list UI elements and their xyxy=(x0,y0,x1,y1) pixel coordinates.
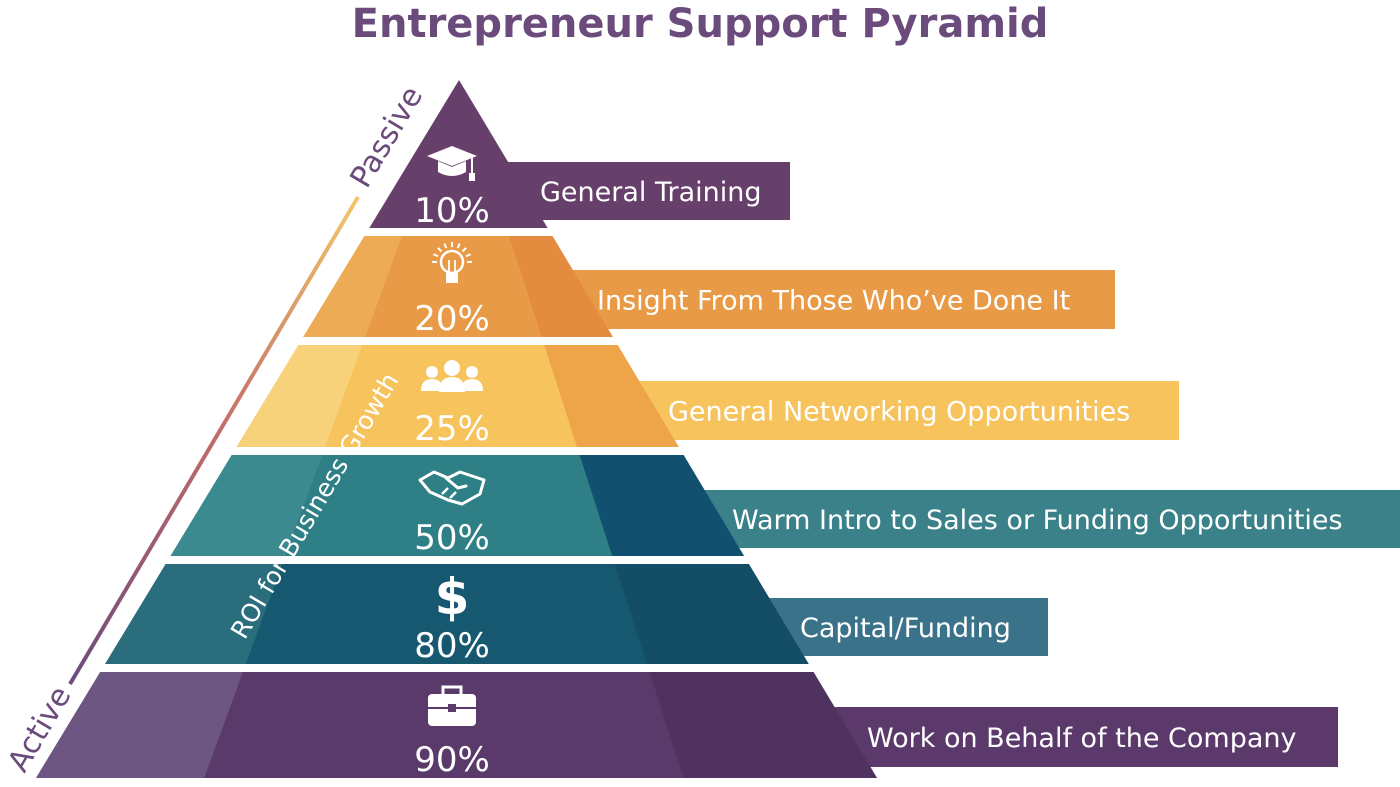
tier-gap xyxy=(164,556,751,564)
tier-gap xyxy=(98,664,816,672)
tier-shade xyxy=(509,236,613,337)
tier-label: Insight From Those Who’ve Done It xyxy=(597,286,1070,317)
pyramid-tier: 20% xyxy=(303,236,613,339)
svg-text:$: $ xyxy=(435,568,470,626)
tier-percent: 50% xyxy=(414,518,490,558)
pyramid-tier: 10% xyxy=(369,80,548,231)
tier-shade xyxy=(544,345,679,447)
handshake-icon xyxy=(418,470,486,506)
tier-percent: 10% xyxy=(414,191,490,231)
page-title: Entrepreneur Support Pyramid xyxy=(351,1,1049,47)
graduation-cap-icon xyxy=(427,146,477,181)
pyramid-tiers: 10%20%25%50%80%$90% xyxy=(36,80,877,780)
tier-label-bar xyxy=(508,162,790,220)
tier-shade xyxy=(649,672,877,778)
tier-label-bar xyxy=(636,381,1179,440)
tier-label: Warm Intro to Sales or Funding Opportuni… xyxy=(732,505,1343,536)
tier-highlight xyxy=(105,564,283,664)
pyramid-tier: 80%$ xyxy=(105,564,809,666)
tier-label-bar xyxy=(768,598,1048,656)
label-bars: General Training Insight From Those Who’v… xyxy=(508,162,1400,767)
roi-axis-line xyxy=(68,195,360,686)
tier-percent: 25% xyxy=(414,409,490,449)
tier-highlight xyxy=(236,345,363,447)
tier-percent: 20% xyxy=(414,299,490,339)
tier-label-bar xyxy=(835,707,1338,767)
tier-shade xyxy=(614,564,809,664)
tier-gap xyxy=(296,337,620,345)
tier-highlight xyxy=(36,672,243,778)
tier-label: General Training xyxy=(540,177,762,208)
pyramid-tier: 90% xyxy=(36,672,877,780)
tier-gap xyxy=(230,447,686,455)
dollar-sign-icon: $ xyxy=(435,568,470,626)
tier-highlight xyxy=(303,236,403,337)
tier-label-bar xyxy=(565,270,1115,329)
people-group-icon xyxy=(421,360,483,392)
tier-highlight xyxy=(170,455,323,556)
tier-shade xyxy=(579,455,745,556)
tier-gap xyxy=(362,228,555,236)
tier-percent: 80% xyxy=(414,626,490,666)
pyramid-tier: 25% xyxy=(236,345,679,449)
tier-label: Capital/Funding xyxy=(800,613,1011,644)
pyramid-tier: 50% xyxy=(170,455,745,558)
tier-label: General Networking Opportunities xyxy=(668,397,1130,428)
briefcase-icon xyxy=(428,685,476,726)
tier-label: Work on Behalf of the Company xyxy=(867,723,1297,754)
tier-percent: 90% xyxy=(414,740,490,780)
lightbulb-icon xyxy=(432,242,472,283)
tier-label-bar xyxy=(700,490,1400,548)
